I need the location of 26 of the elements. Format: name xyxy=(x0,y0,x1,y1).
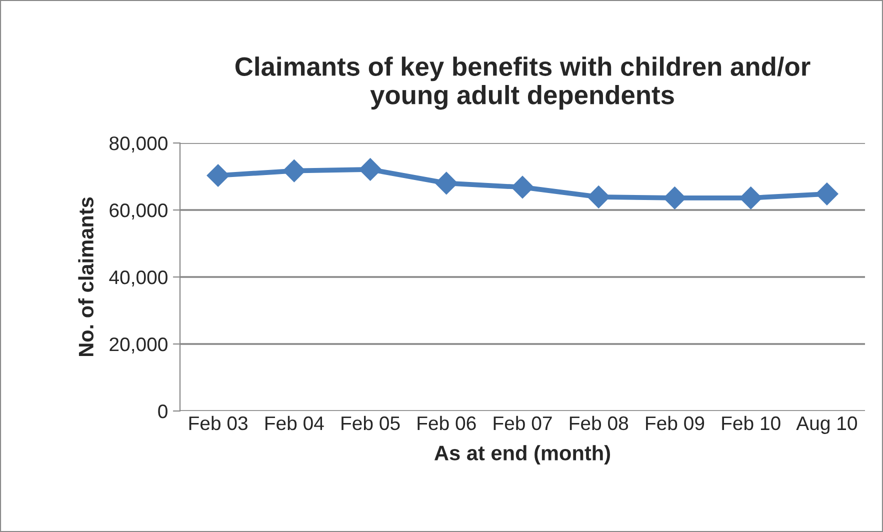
point xyxy=(663,186,686,210)
x-axis-title: As at end (month) xyxy=(434,445,610,465)
point xyxy=(282,159,306,182)
point xyxy=(358,158,382,181)
point xyxy=(206,164,230,187)
point xyxy=(587,186,610,208)
y-tick-label: 60,000 xyxy=(110,203,168,220)
point xyxy=(435,172,458,195)
y-tick-label: 20,000 xyxy=(110,337,168,354)
y-tick-label: 0 xyxy=(158,404,168,418)
y-axis-title: No. of claimants xyxy=(78,197,94,356)
x-tick-label: Feb 07 xyxy=(494,416,552,430)
x-tick-label: Feb 08 xyxy=(570,416,628,430)
y-tick-label: 80,000 xyxy=(110,136,168,153)
x-tick-label: Feb 09 xyxy=(646,416,704,430)
x-tick-label: Aug 10 xyxy=(796,416,857,434)
x-tick-label: Feb 06 xyxy=(418,416,476,430)
x-tick-label: Feb 05 xyxy=(342,416,400,430)
y-tick-label: 40,000 xyxy=(109,270,168,287)
x-tick-label: Feb 03 xyxy=(189,416,248,430)
point xyxy=(740,186,762,210)
x-tick-label: Feb 10 xyxy=(722,416,780,430)
point xyxy=(816,182,838,206)
chart-title: Claimants of key benefits with children and/or young adult dependents xyxy=(235,56,810,110)
x-tick-label: Feb 04 xyxy=(265,416,324,430)
point xyxy=(511,176,534,199)
